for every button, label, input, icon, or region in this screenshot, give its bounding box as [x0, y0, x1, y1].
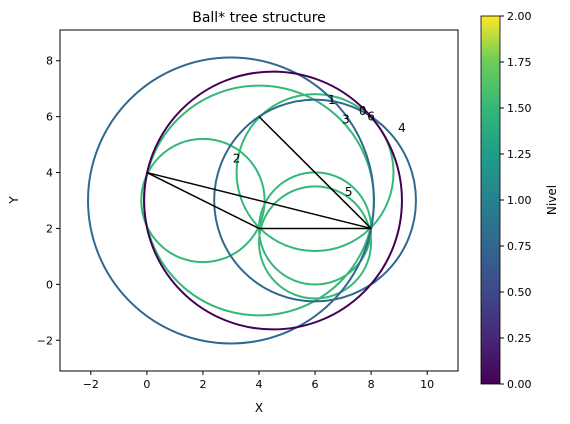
tree-edge [258, 116, 372, 229]
y-tick-label: 0 [46, 278, 53, 291]
colorbar-tick-label: 0.00 [507, 378, 532, 391]
balls-layer [87, 56, 417, 345]
colorbar-ticks: 0.00 0.25 0.50 0.75 1.00 1.25 1.50 1.75 2.00 [500, 10, 532, 391]
y-tick-label: 6 [46, 111, 53, 124]
chart-title: Ball* tree structure [192, 10, 326, 26]
y-tick-label: 8 [46, 55, 53, 68]
x-tick-label: 8 [368, 378, 375, 391]
colorbar-tick-label: 0.50 [507, 286, 532, 299]
ball-label: 4 [398, 121, 406, 135]
ball-label: 1 [328, 93, 336, 107]
ball-circle [258, 185, 373, 300]
ball-label: 2 [233, 152, 241, 166]
x-tick-label: 6 [312, 378, 319, 391]
y-tick-label: −2 [37, 334, 53, 347]
colorbar-gradient [480, 15, 501, 385]
y-tick-label: 4 [46, 167, 53, 180]
ball-labels-layer: 0 1 2 3 4 5 6 [233, 93, 406, 199]
colorbar: 0.00 0.25 0.50 0.75 1.00 1.25 1.50 1.75 2.00 Niv… [480, 10, 559, 391]
x-tick-label: 10 [420, 378, 434, 391]
x-tick-label: 4 [256, 378, 263, 391]
ball-label: 5 [345, 185, 353, 199]
edges-layer [146, 116, 372, 230]
x-tick-label: 2 [199, 378, 206, 391]
ball-label: 3 [342, 112, 350, 126]
ball-circle [87, 56, 375, 345]
tree-edge [146, 171, 372, 230]
ball-circle [235, 93, 395, 253]
ball-label: 0 [359, 104, 367, 118]
ball-circle [143, 70, 403, 331]
x-tick-label: −2 [83, 378, 99, 391]
colorbar-tick-label: 0.25 [507, 332, 532, 345]
ball-circle [213, 98, 417, 303]
y-axis-label: Y [7, 196, 21, 205]
colorbar-label: Nivel [545, 185, 559, 215]
x-axis-label: X [255, 401, 263, 415]
colorbar-tick-label: 2.00 [507, 10, 532, 23]
colorbar-tick-label: 0.75 [507, 240, 532, 253]
ball-circle [140, 137, 266, 264]
x-tick-label: 0 [143, 378, 150, 391]
tree-edge [146, 171, 260, 230]
y-axis: −2 0 2 4 6 8 [37, 55, 60, 347]
colorbar-tick-label: 1.25 [507, 148, 532, 161]
y-tick-label: 2 [46, 222, 53, 235]
colorbar-tick-label: 1.00 [507, 194, 532, 207]
ball-label: 6 [367, 110, 375, 124]
plot-area: 0 1 2 3 4 5 6 [87, 56, 417, 345]
x-axis: −2 0 2 4 6 8 10 [83, 371, 434, 391]
colorbar-tick-label: 1.75 [507, 56, 532, 69]
colorbar-tick-label: 1.50 [507, 102, 532, 115]
